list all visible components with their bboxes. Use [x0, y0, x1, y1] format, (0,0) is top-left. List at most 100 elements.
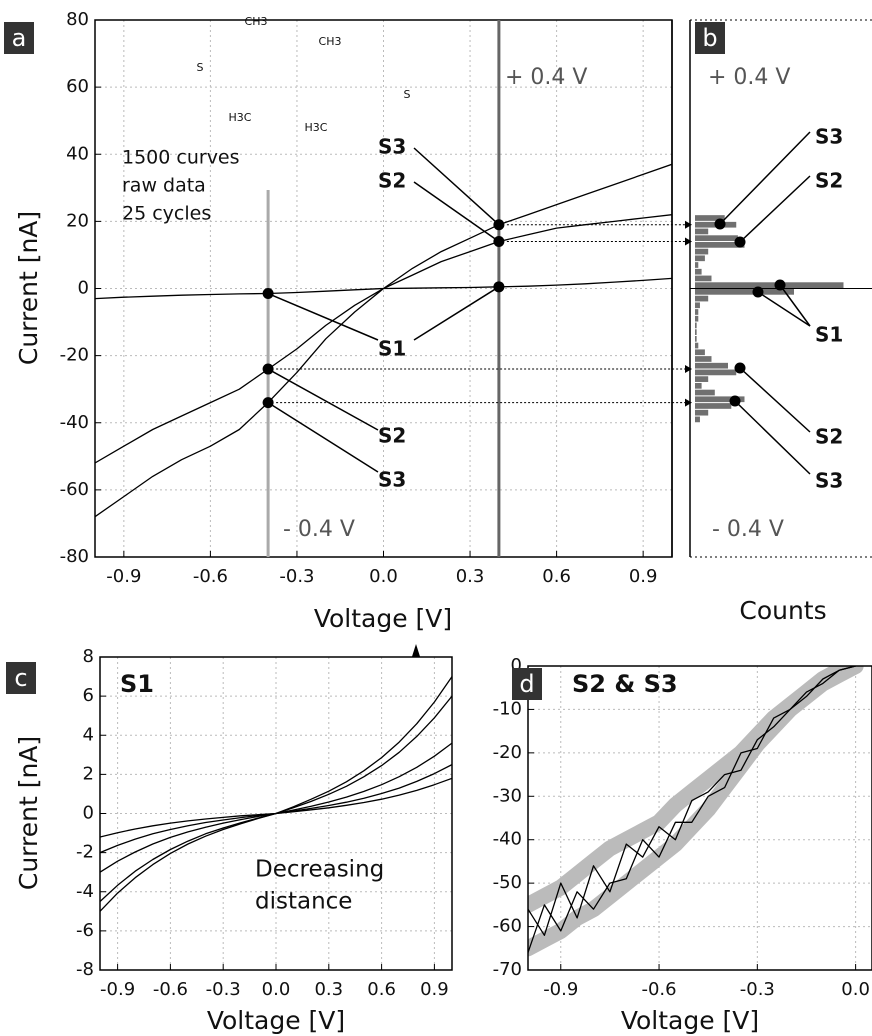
y-tick-label: -30 [493, 785, 522, 806]
level-dot [493, 281, 505, 293]
panel-title: S2 & S3 [572, 670, 678, 698]
x-tick-label: -0.9 [100, 979, 135, 1000]
x-axis-label: Counts [739, 596, 826, 625]
y-tick-label: -60 [60, 479, 89, 500]
y-tick-label: 40 [66, 143, 89, 164]
hist-bar [695, 295, 709, 302]
marker-dot [714, 218, 726, 230]
annotation: S1 [815, 323, 843, 347]
annotation: S3 [815, 469, 843, 493]
leader-line [267, 292, 379, 341]
hist-bar [695, 403, 732, 409]
panel-label-box [6, 662, 36, 694]
leader-line [267, 401, 379, 473]
leader-line [739, 175, 811, 243]
series-line [528, 666, 857, 936]
panel-label: c [14, 664, 27, 692]
x-tick-label: -0.6 [153, 979, 188, 1000]
y-tick-label: -50 [493, 872, 522, 893]
plot-frame [99, 656, 453, 971]
x-tick-label: 0.0 [369, 566, 398, 587]
y-tick-label: 0 [83, 803, 94, 824]
level-dot [262, 363, 274, 375]
y-tick-label: -20 [493, 742, 522, 763]
y-tick-label: 6 [83, 685, 94, 706]
leader-line [413, 286, 500, 341]
y-tick-label: -20 [60, 345, 89, 366]
level-dot [262, 397, 274, 409]
y-tick-label: -40 [493, 829, 522, 850]
molecule-label: H3C [229, 111, 252, 124]
y-tick-label: 2 [83, 763, 94, 784]
y-tick-label: -4 [76, 881, 94, 902]
annotation: S1 [378, 337, 406, 361]
hist-bar [695, 242, 745, 248]
y-tick-label: -2 [76, 842, 94, 863]
annotation: + 0.4 V [708, 65, 790, 90]
x-tick-label: 0.0 [841, 979, 870, 1000]
hist-bar [695, 329, 697, 335]
y-tick-label: -70 [493, 959, 522, 980]
annotation: 1500 curves [122, 147, 240, 169]
y-tick-label: 8 [83, 646, 94, 667]
hist-bar [695, 228, 709, 235]
y-tick-label: -80 [60, 546, 89, 567]
hist-bar [695, 342, 699, 349]
annotation: S2 [815, 425, 843, 449]
y-tick-label: -6 [76, 920, 94, 941]
y-tick-label: -40 [60, 412, 89, 433]
molecule-label: S [197, 61, 204, 74]
hist-bar [695, 289, 794, 295]
marker-dot [752, 286, 764, 298]
hist-bar [695, 369, 737, 376]
hist-bar [695, 349, 705, 356]
x-axis-label: Voltage [V] [621, 1006, 759, 1035]
series-line [95, 163, 672, 518]
x-axis-label: Voltage [V] [314, 604, 452, 633]
y-tick-label: -10 [493, 698, 522, 719]
panel-label: d [519, 670, 534, 698]
y-axis-label: Current [nA] [14, 211, 43, 365]
y-tick-label: 60 [66, 76, 89, 97]
leader-line [267, 368, 379, 431]
annotation: raw data [122, 175, 206, 197]
hist-bar [695, 396, 745, 403]
hist-bar [695, 262, 699, 268]
hist-bar [695, 248, 709, 255]
annotation: S2 [378, 169, 406, 193]
y-tick-label: 20 [66, 210, 89, 231]
molecule-label: S [404, 88, 411, 101]
annotation: S3 [815, 125, 843, 149]
annotation: S3 [378, 468, 406, 492]
x-tick-label: -0.6 [641, 979, 676, 1000]
annotation: 25 cycles [122, 203, 211, 225]
y-tick-label: 0 [78, 278, 89, 299]
y-axis-label: Current [nA] [14, 736, 43, 890]
marker-dot [734, 362, 746, 374]
leader-line [757, 291, 811, 327]
x-tick-label: -0.6 [193, 566, 228, 587]
x-tick-label: -0.3 [279, 566, 314, 587]
y-tick-label: 0 [511, 655, 522, 676]
x-tick-label: -0.3 [740, 979, 775, 1000]
x-tick-label: 0.3 [314, 979, 343, 1000]
x-tick-label: 0.9 [420, 979, 449, 1000]
panel-title: S1 [120, 670, 154, 698]
marker-dot [774, 279, 786, 291]
leader-line [413, 181, 500, 243]
panel-label-box [4, 22, 34, 54]
y-tick-label: 4 [83, 724, 94, 745]
hist-bar [695, 409, 709, 416]
panel-label: a [12, 24, 27, 52]
x-tick-label: -0.9 [543, 979, 578, 1000]
x-tick-label: -0.9 [106, 566, 141, 587]
series-line [100, 777, 452, 838]
level-dot [493, 219, 505, 231]
x-axis-label: Voltage [V] [207, 1006, 345, 1035]
series-line [528, 666, 857, 954]
annotation: S2 [378, 424, 406, 448]
hist-bar [695, 235, 738, 242]
leader-line [413, 147, 500, 226]
hist-bar [695, 382, 702, 389]
